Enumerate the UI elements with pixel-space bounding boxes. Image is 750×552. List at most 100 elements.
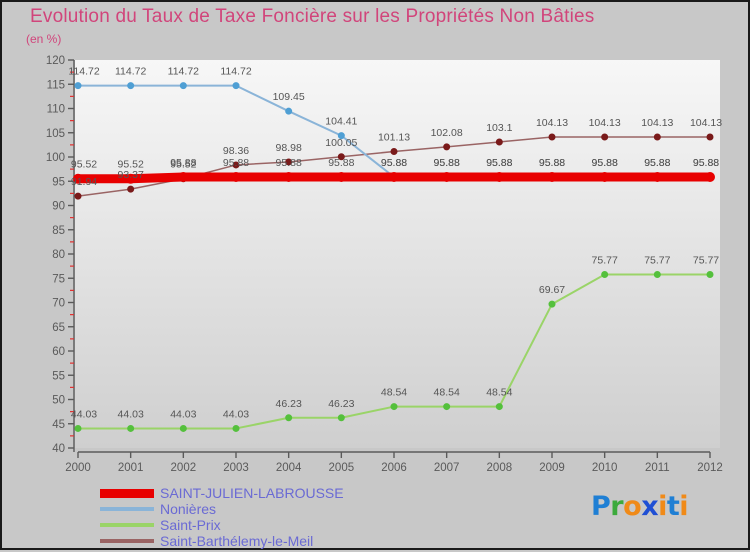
legend-color-swatch [100, 488, 154, 498]
legend: SAINT-JULIEN-LABROUSSE Nonières Saint-Prix… [100, 485, 500, 549]
legend-item-label: Nonières [160, 501, 217, 517]
data-point [285, 414, 293, 422]
data-point-label: 46.23 [276, 398, 302, 410]
data-point-label: 98.36 [223, 145, 249, 157]
logo-letter: i [679, 491, 689, 522]
data-point-label: 100.05 [325, 137, 357, 149]
data-point [337, 132, 345, 140]
x-axis-tick-label: 2012 [697, 462, 723, 474]
data-point-label: 102.08 [431, 127, 463, 139]
logo-letter: x [641, 491, 659, 522]
y-axis-tick-label: 95 [52, 176, 65, 188]
data-point-label: 95.88 [381, 157, 407, 169]
data-point-label: 95.52 [170, 159, 196, 171]
data-point [495, 403, 503, 411]
x-axis-tick-label: 2005 [329, 462, 355, 474]
data-point-label: 95.88 [693, 157, 719, 169]
legend-item[interactable]: Saint-Barthélemy-le-Meil [100, 533, 500, 549]
data-point-label: 103.1 [486, 122, 512, 134]
legend-color-swatch [100, 507, 154, 511]
plot-area-background [75, 60, 720, 448]
data-point [548, 300, 556, 308]
data-point-label: 46.23 [328, 398, 354, 410]
data-point [601, 133, 609, 141]
data-point [652, 171, 663, 182]
y-axis: 40 45 50 55 60 65 70 75 80 85 90 95 100 105 110 115 120 [46, 55, 75, 455]
y-axis-tick-label: 70 [52, 298, 65, 310]
y-axis-tick-label: 80 [52, 249, 65, 261]
x-axis-tick-label: 2011 [645, 462, 670, 474]
data-point-label: 75.77 [592, 255, 618, 267]
y-axis-tick-label: 40 [52, 443, 65, 455]
data-point [73, 173, 83, 184]
data-point-label: 95.88 [644, 157, 670, 169]
data-point-label: 91.94 [71, 176, 97, 188]
data-point [127, 424, 135, 432]
x-axis-tick-label: 2009 [539, 462, 565, 474]
x-axis-tick-label: 2006 [381, 462, 407, 474]
x-axis-tick-label: 2007 [434, 462, 460, 474]
data-point [337, 414, 345, 422]
data-point-label: 114.72 [220, 66, 251, 78]
y-axis-tick-label: 110 [47, 104, 65, 116]
logo-letter: r [610, 491, 624, 522]
x-axis: 2000 2001 2002 2003 2004 2005 2006 2007 2008 2009… [65, 451, 723, 474]
logo-letter: P [591, 491, 611, 522]
x-axis-tick-label: 2003 [223, 462, 249, 474]
data-point [390, 403, 398, 411]
data-point [283, 171, 294, 182]
data-point [390, 148, 398, 156]
legend-color-swatch [100, 523, 154, 527]
data-point [653, 133, 661, 141]
data-point-label: 44.03 [223, 408, 249, 420]
data-point [232, 424, 240, 432]
data-point-label: 95.88 [592, 157, 618, 169]
x-axis-tick-label: 2004 [276, 462, 302, 474]
legend-item-label: SAINT-JULIEN-LABROUSSE [160, 485, 344, 501]
data-point-label: 95.88 [170, 157, 196, 169]
data-point [285, 107, 293, 115]
data-point-label: 104.13 [589, 117, 621, 129]
data-point-label: 104.41 [325, 116, 357, 128]
y-axis-tick-label: 115 [47, 79, 65, 91]
legend-item[interactable]: Saint-Prix [100, 517, 500, 533]
chart-unit-label: (en %) [26, 32, 62, 46]
y-axis-tick-label: 90 [52, 201, 65, 213]
data-point [706, 271, 714, 279]
data-point-label: 75.77 [693, 255, 719, 267]
data-point [231, 171, 241, 182]
data-point [705, 171, 715, 182]
data-point-label: 95.52 [118, 159, 144, 171]
page-title: Evolution du Taux de Taxe Foncière sur l… [30, 6, 595, 27]
data-point-label: 75.77 [644, 255, 670, 267]
x-axis-tick-label: 2010 [592, 462, 618, 474]
y-axis-tick-label: 105 [46, 128, 65, 140]
data-point [706, 133, 714, 141]
data-point [389, 171, 399, 182]
legend-item[interactable]: SAINT-JULIEN-LABROUSSE [100, 485, 500, 501]
data-point-label: 114.72 [168, 66, 199, 78]
legend-item[interactable]: Nonières [100, 501, 500, 517]
logo-letter: o [623, 491, 642, 522]
y-axis-tick-label: 85 [52, 225, 65, 237]
data-point-label: 95.88 [693, 157, 719, 169]
data-point-label: 101.13 [378, 132, 410, 144]
data-point [127, 185, 135, 193]
data-point [495, 138, 503, 146]
y-axis-tick-label: 55 [52, 370, 65, 382]
data-point-label: 95.88 [434, 157, 460, 169]
series-points [73, 82, 715, 432]
x-axis-tick-label: 2008 [487, 462, 513, 474]
logo-letter: t [666, 491, 680, 522]
data-point [494, 171, 505, 182]
data-point [232, 161, 240, 169]
x-axis-tick-label: 2000 [65, 462, 91, 474]
data-point [179, 424, 187, 432]
data-point-label: 104.13 [536, 117, 568, 129]
data-point [125, 173, 136, 184]
data-point-label: 48.54 [434, 387, 460, 399]
data-point [441, 171, 452, 182]
data-point [74, 424, 82, 432]
